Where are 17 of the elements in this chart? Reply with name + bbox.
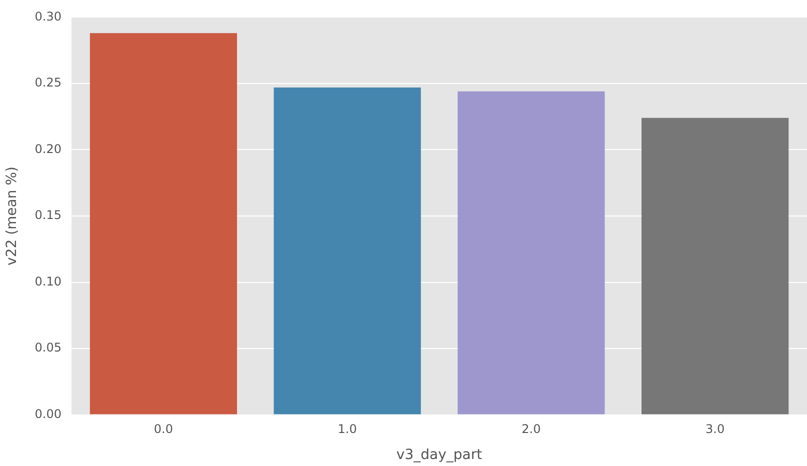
y-tick-label: 0.10	[34, 274, 62, 288]
y-tick-label: 0.05	[34, 340, 62, 355]
bar	[90, 33, 237, 414]
y-tick-label: 0.25	[34, 76, 62, 90]
y-tick-label: 0.00	[34, 406, 62, 421]
bar	[642, 118, 789, 414]
y-tick-label: 0.30	[34, 9, 62, 24]
bar	[458, 91, 605, 414]
bar	[274, 87, 421, 414]
y-axis-title: v22 (mean %)	[4, 166, 20, 266]
y-tick-label: 0.15	[34, 208, 62, 222]
x-tick-label: 0.0	[154, 422, 173, 436]
x-axis-title: v3_day_part	[396, 447, 483, 464]
x-tick-label: 3.0	[706, 422, 725, 436]
x-tick-label: 2.0	[522, 422, 541, 436]
x-tick-label: 1.0	[338, 422, 357, 436]
y-tick-label: 0.20	[34, 142, 62, 156]
